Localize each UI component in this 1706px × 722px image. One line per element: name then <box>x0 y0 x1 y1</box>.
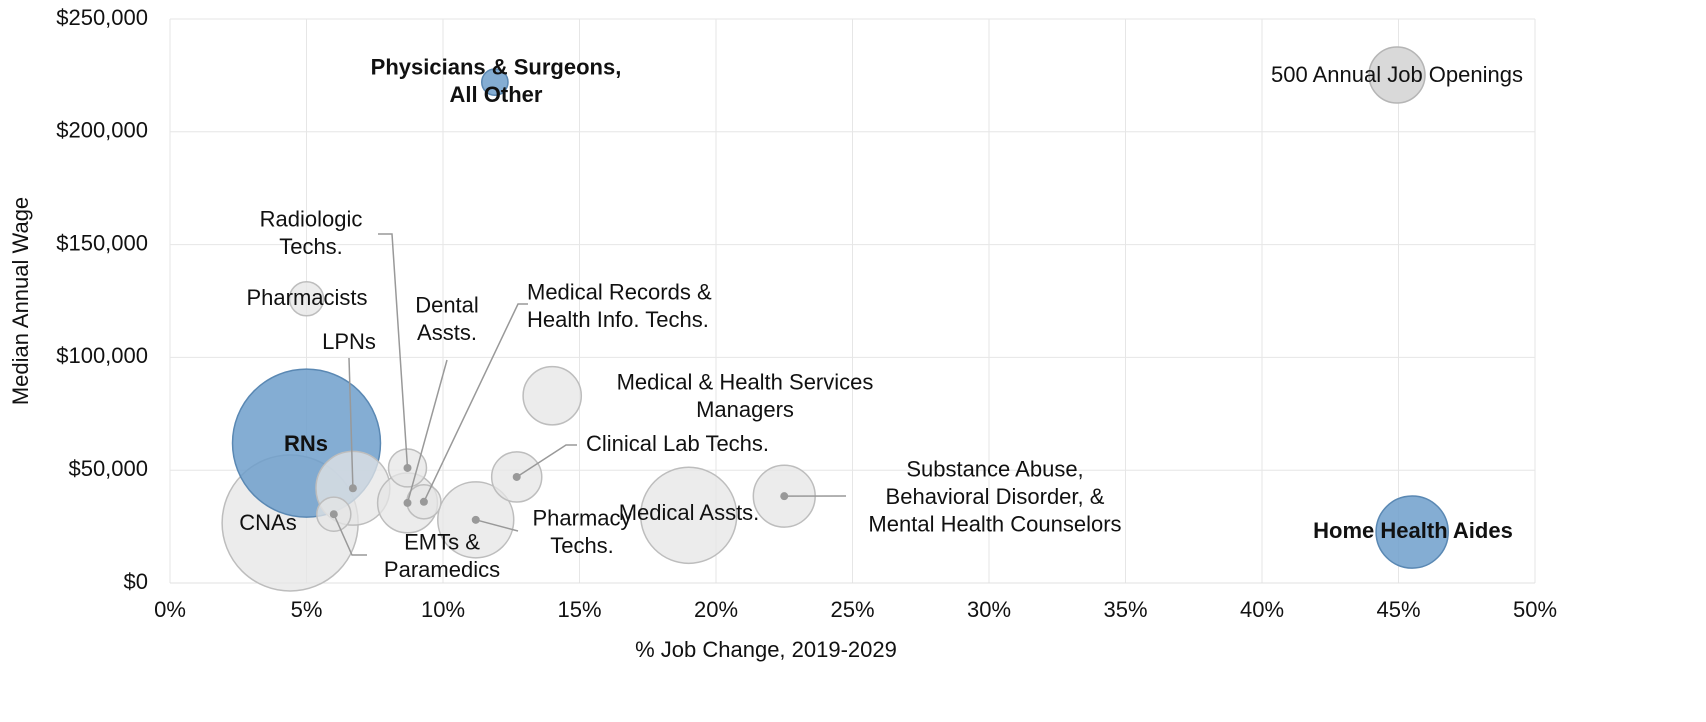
leader-line <box>475 519 519 532</box>
bubble <box>639 466 738 565</box>
bubble-label: Home Health Aides <box>1313 518 1513 543</box>
x-tick-label: 15% <box>557 597 601 622</box>
y-tick-label: $0 <box>124 569 148 594</box>
size-legend-label: 500 Annual Job Openings <box>1271 62 1523 87</box>
leader-dot <box>512 472 521 481</box>
leader-dot <box>780 492 789 501</box>
y-tick-label: $200,000 <box>56 118 148 143</box>
x-tick-label: 10% <box>421 597 465 622</box>
y-tick-label: $150,000 <box>56 230 148 255</box>
bubble-label: EMTs & Paramedics <box>384 529 500 582</box>
leader-line <box>348 357 354 489</box>
x-tick-label: 5% <box>291 597 323 622</box>
leader-dot <box>471 515 480 524</box>
bubble-label: CNAs <box>239 510 296 535</box>
bubble <box>288 280 325 317</box>
leader-dot <box>403 463 412 472</box>
bubble-label: Medical & Health Services Managers <box>617 369 874 422</box>
bubble-label: LPNs <box>322 329 376 354</box>
bubble-label: Substance Abuse, Behavioral Disorder, & Me… <box>868 456 1121 536</box>
bubble <box>480 68 509 97</box>
bubble-label: Pharmacy Techs. <box>532 505 631 558</box>
leader-line <box>423 303 528 503</box>
x-tick-label: 40% <box>1240 597 1284 622</box>
bubble-label: Clinical Lab Techs. <box>586 431 769 456</box>
size-legend-bubble <box>1368 46 1426 104</box>
leader-line <box>378 233 409 468</box>
leader-dot <box>419 497 428 506</box>
leader-dot <box>348 484 357 493</box>
bubble-label: Physicians & Surgeons, All Other <box>371 54 622 107</box>
bubble-label: Medical Records & Health Info. Techs. <box>527 279 712 332</box>
leader-dot <box>403 498 412 507</box>
x-tick-label: 50% <box>1513 597 1557 622</box>
x-tick-label: 45% <box>1376 597 1420 622</box>
x-tick-label: 35% <box>1103 597 1147 622</box>
x-tick-label: 0% <box>154 597 186 622</box>
x-tick-label: 30% <box>967 597 1011 622</box>
y-tick-label: $250,000 <box>56 5 148 30</box>
bubble-label: RNs <box>284 431 328 456</box>
bubble-label: Pharmacists <box>246 285 367 310</box>
x-tick-label: 25% <box>830 597 874 622</box>
leader-line <box>516 444 577 478</box>
bubble-label: Dental Assts. <box>415 292 479 345</box>
bubble <box>522 365 583 426</box>
leader-line <box>406 359 448 504</box>
bubble <box>1375 495 1449 569</box>
bubble-label: Medical Assts. <box>619 500 760 525</box>
leader-dot <box>329 510 338 519</box>
x-axis-title: % Job Change, 2019-2029 <box>635 637 897 662</box>
x-tick-label: 20% <box>694 597 738 622</box>
leader-line <box>333 513 367 556</box>
y-tick-label: $50,000 <box>68 456 148 481</box>
bubble-label: Radiologic Techs. <box>260 206 363 259</box>
y-tick-label: $100,000 <box>56 343 148 368</box>
y-axis-title: Median Annual Wage <box>8 197 33 405</box>
